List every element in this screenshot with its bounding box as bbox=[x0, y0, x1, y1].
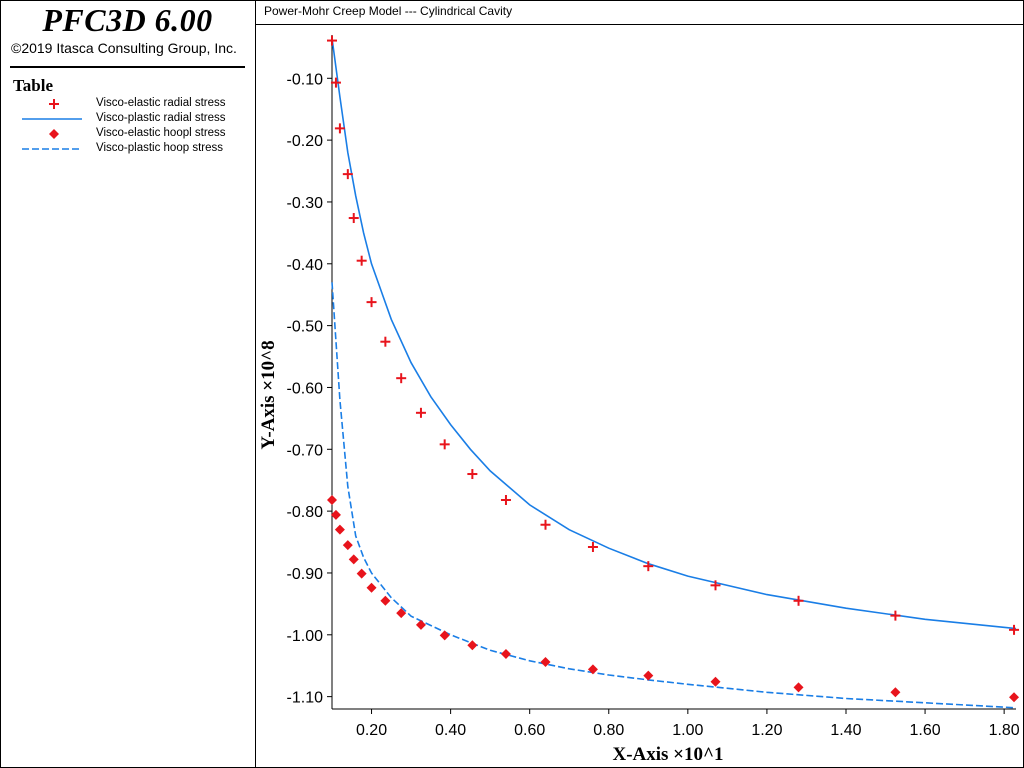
x-tick-label: 1.40 bbox=[830, 722, 861, 739]
plus-marker-point bbox=[348, 213, 359, 224]
x-tick-label: 1.00 bbox=[672, 722, 703, 739]
diamond-marker-point bbox=[793, 682, 804, 693]
plus-marker-point bbox=[366, 297, 377, 308]
plus-marker-point bbox=[396, 373, 407, 384]
plus-marker-point bbox=[439, 439, 450, 450]
y-tick-label: -0.30 bbox=[287, 195, 324, 212]
plus-marker-point bbox=[500, 494, 511, 505]
legend-item-plastic-radial: Visco-plastic radial stress bbox=[0, 111, 255, 126]
legend-item-plastic-hoop: Visco-plastic hoop stress bbox=[0, 141, 255, 156]
diamond-marker-point bbox=[396, 608, 407, 619]
diamond-marker-point bbox=[356, 568, 367, 579]
legend-panel: PFC3D 6.00 ©2019 Itasca Consulting Group… bbox=[0, 0, 256, 768]
plus-marker-icon bbox=[49, 99, 59, 109]
x-tick-label: 0.60 bbox=[514, 722, 545, 739]
y-tick-label: -0.20 bbox=[287, 133, 324, 150]
diamond-marker-point bbox=[500, 648, 511, 659]
y-tick-label: -0.40 bbox=[287, 257, 324, 274]
plus-marker-point bbox=[643, 561, 654, 572]
axes bbox=[331, 35, 1016, 710]
legend-label: Visco-elastic hoopl stress bbox=[96, 127, 226, 139]
x-tick-label: 1.60 bbox=[909, 722, 940, 739]
diamond-marker-point bbox=[342, 540, 353, 551]
y-tick-label: -0.80 bbox=[287, 504, 324, 521]
legend-heading: Table bbox=[13, 76, 54, 95]
x-tick-label: 1.20 bbox=[751, 722, 782, 739]
y-tick-label: -0.70 bbox=[287, 442, 324, 459]
plus-marker-point bbox=[327, 35, 337, 46]
legend-label: Visco-plastic radial stress bbox=[96, 112, 226, 124]
y-tick-label: -0.50 bbox=[287, 319, 324, 336]
y-tick-label: -0.60 bbox=[287, 380, 324, 397]
legend-item-elastic-radial: Visco-elastic radial stress bbox=[0, 96, 255, 111]
copyright-text: ©2019 Itasca Consulting Group, Inc. bbox=[11, 40, 237, 56]
diamond-marker-point bbox=[439, 630, 450, 641]
plus-marker-point bbox=[330, 77, 341, 88]
app-title: PFC3D 6.00 bbox=[42, 2, 213, 38]
legend-label: Visco-plastic hoop stress bbox=[96, 142, 223, 154]
y-tick-label: -0.10 bbox=[287, 71, 324, 88]
diamond-marker-point bbox=[890, 687, 901, 698]
x-tick-label: 1.80 bbox=[989, 722, 1020, 739]
title-divider bbox=[10, 66, 245, 68]
y-axis-label: Y-Axis ×10^8 bbox=[258, 340, 279, 449]
legend-label: Visco-elastic radial stress bbox=[96, 97, 226, 109]
ticks: 0.20 0.40 0.60 0.80 1.00 1.20 1.40 1.60 1.80 -0.1… bbox=[287, 71, 1020, 739]
title-divider-line bbox=[256, 24, 1023, 25]
diamond-marker-point bbox=[415, 619, 426, 630]
plus-marker-point bbox=[1009, 624, 1020, 635]
legend-item-elastic-hoop: Visco-elastic hoopl stress bbox=[0, 126, 255, 141]
diamond-marker-point bbox=[467, 640, 478, 651]
diamond-marker-point bbox=[366, 582, 377, 593]
plus-marker-point bbox=[415, 407, 426, 418]
y-tick-label: -1.00 bbox=[287, 628, 324, 645]
x-axis-label: X-Axis ×10^1 bbox=[612, 744, 723, 765]
dashed-line-icon bbox=[22, 148, 82, 150]
diamond-marker-point bbox=[643, 670, 654, 681]
plus-marker-point bbox=[356, 255, 367, 266]
solid-line-icon bbox=[22, 118, 82, 120]
diamond-marker-point bbox=[1009, 692, 1020, 703]
diamond-marker-point bbox=[334, 524, 345, 535]
diamond-marker-point bbox=[710, 676, 721, 687]
diamond-marker-point bbox=[540, 657, 551, 668]
plus-marker-point bbox=[334, 123, 345, 134]
y-tick-label: -1.10 bbox=[287, 690, 324, 707]
plus-marker-point bbox=[342, 169, 353, 180]
series bbox=[327, 35, 1020, 709]
chart-title: Power-Mohr Creep Model --- Cylindrical C… bbox=[264, 4, 513, 18]
plus-marker-point bbox=[587, 541, 598, 552]
plus-marker-point bbox=[890, 610, 901, 621]
plus-marker-point bbox=[793, 595, 804, 606]
x-tick-label: 0.40 bbox=[435, 722, 466, 739]
chart-plot-area: 0.20 0.40 0.60 0.80 1.00 1.20 1.40 1.60 1.80 -0.1… bbox=[258, 35, 1020, 765]
plus-marker-point bbox=[710, 580, 721, 591]
x-tick-label: 0.80 bbox=[593, 722, 624, 739]
plus-marker-point bbox=[380, 336, 391, 347]
series-line-plastic-hoop bbox=[331, 282, 1017, 709]
x-tick-label: 0.20 bbox=[356, 722, 387, 739]
plus-marker-point bbox=[467, 469, 478, 480]
diamond-marker-point bbox=[587, 664, 598, 675]
y-tick-label: -0.90 bbox=[287, 566, 324, 583]
diamond-marker-point bbox=[380, 595, 391, 606]
diamond-marker-point bbox=[348, 554, 359, 565]
diamond-marker-point bbox=[327, 494, 337, 505]
diamond-marker-icon bbox=[49, 129, 59, 139]
series-line-plastic-radial bbox=[331, 37, 1017, 630]
plus-marker-point bbox=[540, 519, 551, 530]
